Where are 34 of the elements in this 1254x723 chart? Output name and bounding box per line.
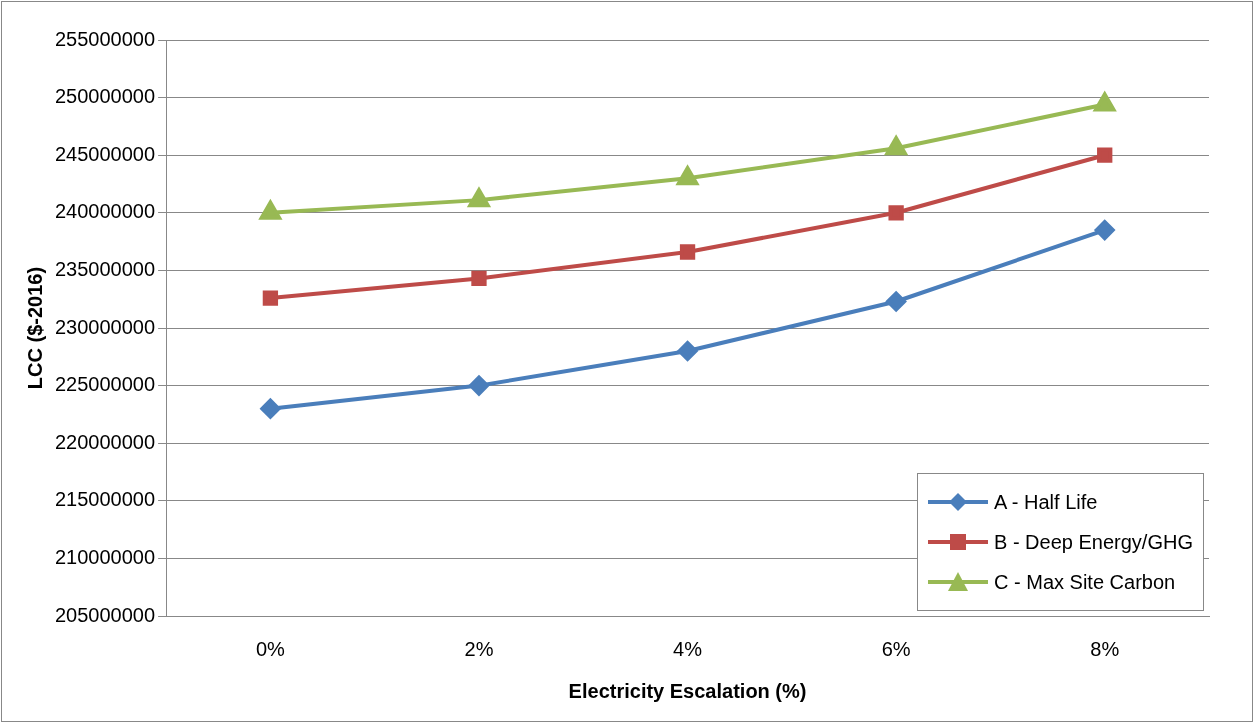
point [471,270,487,287]
legend-label: C - Max Site Carbon [994,570,1176,594]
legend-label: A - Half Life [994,490,1098,514]
y-tick-label: 255000000 [55,27,156,50]
point [679,244,696,260]
x-tick-label: 6% [881,637,911,660]
point [262,290,279,306]
legend-label: B - Deep Energy/GHG [994,530,1193,554]
x-tick-label: 4% [673,637,703,660]
x-axis-title: Electricity Escalation (%) [568,679,807,702]
point [885,136,907,156]
point [677,341,698,362]
y-tick-label: 205000000 [55,603,156,626]
point [468,188,490,208]
y-tick-label: 240000000 [55,200,156,223]
point [1094,220,1115,241]
point [468,375,489,396]
x-tick-label: 0% [255,637,286,660]
y-tick-label: 225000000 [55,373,156,396]
y-tick-label: 210000000 [55,545,156,568]
y-tick-label: 245000000 [55,142,156,165]
point [1097,147,1113,163]
x-tick-label: 8% [1090,637,1120,660]
x-tick-label: 2% [464,637,494,660]
y-tick-label: 235000000 [55,257,156,280]
point [888,205,904,221]
point [260,398,281,419]
y-tick-label: 230000000 [55,315,156,338]
y-tick-label: 220000000 [55,430,156,453]
point [676,166,699,186]
y-tick-label: 250000000 [55,85,156,108]
point [886,291,907,312]
y-tick-label: 215000000 [55,488,156,511]
y-axis-title: LCC ($-2016) [23,266,46,390]
